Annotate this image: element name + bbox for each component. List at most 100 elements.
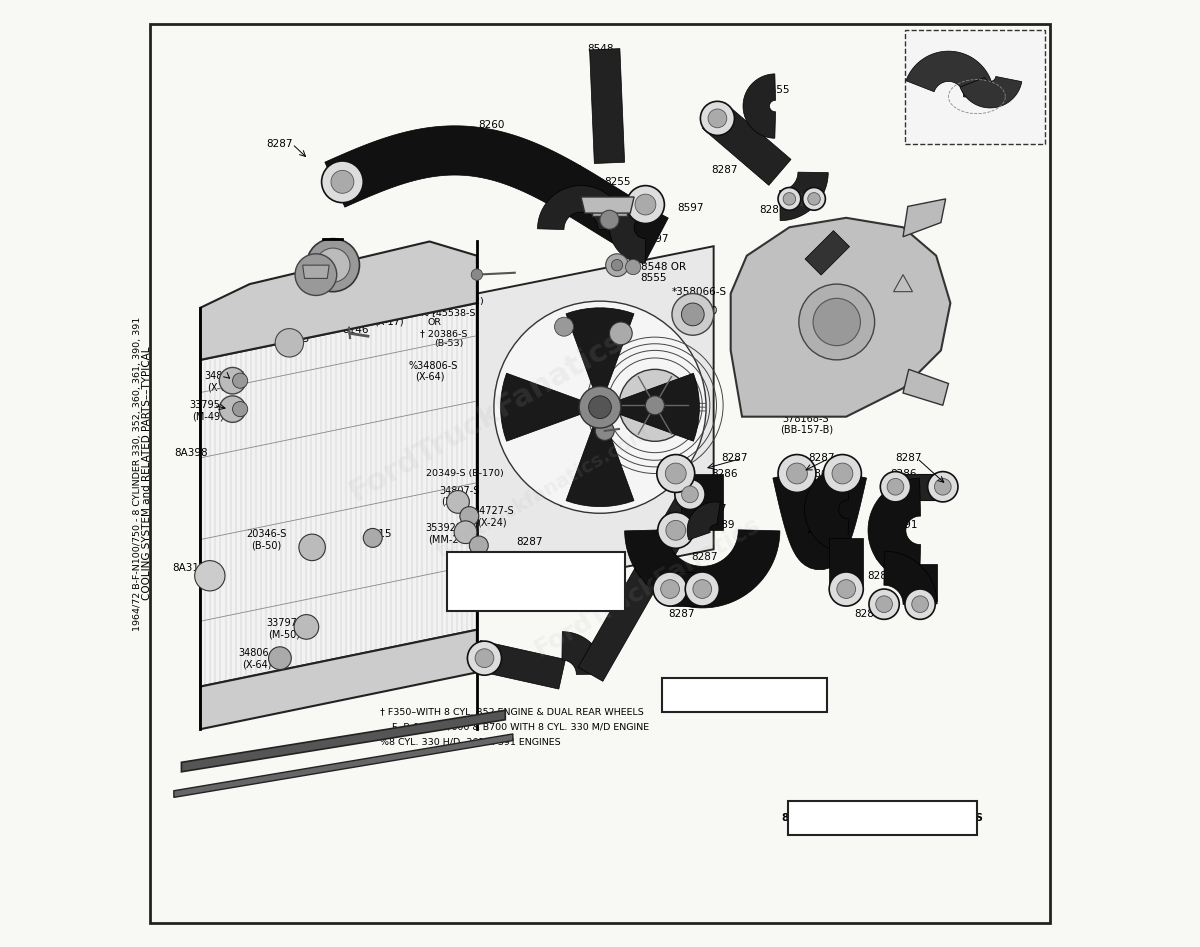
Text: 8286: 8286	[685, 571, 712, 581]
Text: 8592: 8592	[565, 196, 592, 205]
Circle shape	[881, 472, 911, 502]
Circle shape	[661, 580, 679, 599]
Polygon shape	[200, 303, 476, 687]
Polygon shape	[960, 77, 1022, 108]
Polygon shape	[610, 191, 646, 263]
Circle shape	[674, 479, 706, 509]
Circle shape	[472, 269, 482, 280]
Polygon shape	[682, 474, 724, 530]
Text: 8555: 8555	[763, 85, 790, 95]
Text: %8 CYL. 330 H/D, 361 & 391 ENGINES: %8 CYL. 330 H/D, 361 & 391 ENGINES	[380, 738, 560, 747]
Circle shape	[494, 301, 706, 513]
Polygon shape	[578, 486, 707, 681]
Text: (X-62): (X-62)	[206, 383, 236, 392]
Polygon shape	[476, 246, 714, 597]
Polygon shape	[181, 710, 505, 772]
Text: 353928-S: 353928-S	[426, 524, 473, 533]
Polygon shape	[589, 48, 625, 164]
Circle shape	[589, 396, 611, 419]
Circle shape	[685, 572, 719, 606]
Text: 8597: 8597	[643, 234, 670, 243]
Bar	[446, 552, 625, 611]
Text: 8255: 8255	[605, 177, 631, 187]
Circle shape	[364, 528, 382, 547]
Text: 8575: 8575	[607, 262, 634, 272]
Text: 8287: 8287	[810, 234, 836, 243]
Polygon shape	[593, 205, 626, 216]
Circle shape	[658, 512, 694, 548]
Circle shape	[646, 396, 665, 415]
Text: 8286: 8286	[800, 469, 827, 478]
Circle shape	[832, 463, 853, 484]
Circle shape	[876, 596, 893, 613]
Text: 8287: 8287	[809, 454, 835, 463]
Text: 8287: 8287	[701, 505, 727, 514]
Text: 20344-S (B-42): 20344-S (B-42)	[413, 296, 485, 306]
Text: (BB-157-B): (BB-157-B)	[780, 425, 833, 435]
Text: F, B & N500/600 & B700 WITH 8 CYL. 330 M/D ENGINE: F, B & N500/600 & B700 WITH 8 CYL. 330 M…	[380, 723, 649, 732]
Text: 378168-S: 378168-S	[782, 414, 828, 423]
Text: 8A398: 8A398	[174, 448, 208, 457]
Text: 34805-S: 34805-S	[204, 371, 245, 381]
Polygon shape	[619, 373, 700, 441]
Text: 1964/72 B-F-N100/750 - 8 CYLINDER 330, 352, 360, 361, 390, 391: 1964/72 B-F-N100/750 - 8 CYLINDER 330, 3…	[133, 316, 143, 631]
Text: ⁅45533-S: ⁅45533-S	[596, 438, 641, 448]
Polygon shape	[325, 126, 668, 261]
Text: % ⁅45538-S: % ⁅45538-S	[420, 308, 475, 317]
Circle shape	[611, 259, 623, 271]
Text: 8507: 8507	[836, 268, 862, 277]
Text: 34807-S: 34807-S	[806, 382, 847, 391]
Text: *358066-S: *358066-S	[672, 287, 727, 296]
Polygon shape	[906, 51, 994, 97]
Text: 8287: 8287	[556, 166, 582, 175]
Text: 8546: 8546	[589, 338, 616, 348]
Polygon shape	[702, 102, 791, 186]
Polygon shape	[200, 630, 476, 729]
Bar	[892, 474, 947, 500]
Text: (X-66): (X-66)	[440, 497, 470, 507]
Text: 8287: 8287	[875, 552, 901, 562]
Polygon shape	[773, 469, 866, 570]
Circle shape	[322, 161, 364, 203]
Circle shape	[656, 455, 695, 492]
Text: 8260: 8260	[478, 120, 504, 130]
Text: 8548 OR: 8548 OR	[641, 262, 686, 272]
Circle shape	[269, 647, 292, 670]
Text: 33795-S: 33795-S	[190, 401, 229, 410]
Polygon shape	[500, 373, 581, 441]
Text: 34807-S: 34807-S	[439, 486, 479, 495]
Circle shape	[778, 455, 816, 492]
Text: (X-66): (X-66)	[809, 393, 838, 402]
Text: 8 CYL. 352 W/AUTO. TRANS.: 8 CYL. 352 W/AUTO. TRANS.	[666, 690, 823, 700]
Circle shape	[912, 596, 929, 613]
Text: 8287: 8287	[790, 505, 816, 514]
Circle shape	[468, 649, 486, 668]
Circle shape	[194, 561, 224, 591]
Circle shape	[220, 367, 246, 394]
Text: † 8546: † 8546	[593, 404, 628, 414]
Circle shape	[469, 536, 488, 555]
Polygon shape	[731, 218, 950, 417]
Text: (B-53): (B-53)	[434, 339, 463, 348]
Polygon shape	[780, 172, 828, 221]
Text: 8286: 8286	[712, 469, 738, 478]
Bar	[787, 801, 977, 835]
Text: 8509: 8509	[611, 325, 637, 334]
Text: 8005: 8005	[283, 334, 310, 344]
Circle shape	[306, 239, 360, 292]
Text: 8600: 8600	[554, 317, 581, 327]
Polygon shape	[581, 197, 634, 213]
Bar	[786, 192, 818, 206]
Polygon shape	[804, 466, 848, 553]
Circle shape	[692, 580, 712, 599]
Circle shape	[468, 641, 502, 675]
Text: 8287: 8287	[266, 139, 293, 149]
Circle shape	[928, 472, 958, 502]
Text: (X-24): (X-24)	[476, 518, 506, 527]
Circle shape	[580, 386, 620, 428]
Text: 8287: 8287	[596, 452, 623, 461]
Text: COOLING SYSTEM and RELATED PARTS––TYPICAL: COOLING SYSTEM and RELATED PARTS––TYPICA…	[143, 347, 152, 600]
Polygon shape	[904, 564, 937, 601]
Circle shape	[610, 322, 632, 345]
Circle shape	[905, 589, 935, 619]
